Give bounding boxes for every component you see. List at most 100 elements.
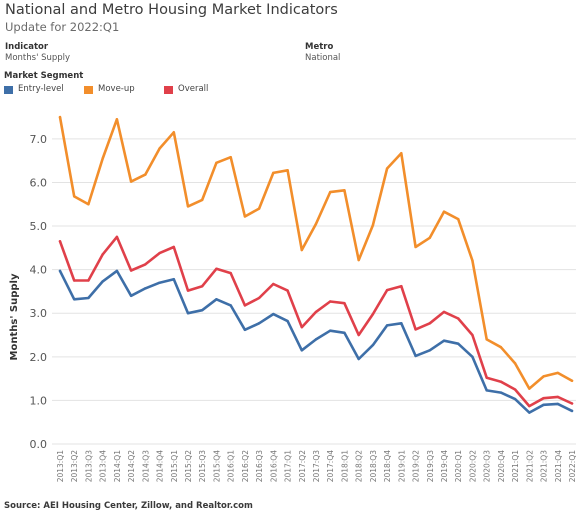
data-point[interactable] [201,198,204,202]
data-point[interactable] [371,343,375,347]
data-point[interactable] [513,388,517,391]
data-point[interactable] [499,391,503,394]
data-point[interactable] [371,312,375,316]
data-point[interactable] [87,296,90,300]
data-point[interactable] [428,349,431,352]
data-point[interactable] [229,304,232,307]
data-point[interactable] [528,411,531,414]
data-point[interactable] [158,251,161,255]
data-point[interactable] [186,312,190,315]
data-point[interactable] [570,409,574,413]
data-point[interactable] [343,331,346,335]
data-point[interactable] [172,278,175,281]
data-point[interactable] [513,362,517,365]
data-point[interactable] [385,288,389,292]
data-point[interactable] [400,285,403,288]
data-point[interactable] [414,354,417,358]
data-point[interactable] [257,322,261,325]
data-point[interactable] [300,349,303,352]
data-point[interactable] [229,271,232,275]
data-point[interactable] [158,147,161,150]
data-point[interactable] [158,281,161,284]
data-point[interactable] [243,304,247,307]
data-point[interactable] [428,236,431,240]
data-point[interactable] [115,235,119,239]
data-point[interactable] [144,263,147,266]
data-point[interactable] [485,389,488,392]
data-point[interactable] [556,371,559,375]
data-point[interactable] [457,317,460,320]
data-point[interactable] [257,207,261,210]
data-point[interactable] [101,157,104,160]
data-point[interactable] [542,397,545,400]
data-point[interactable] [471,333,474,337]
series-line-overall[interactable] [58,235,574,408]
data-point[interactable] [357,357,360,361]
data-point[interactable] [442,210,446,213]
data-point[interactable] [115,269,119,273]
data-point[interactable] [471,259,474,262]
indicator-filter-value[interactable]: Months' Supply [5,53,71,63]
data-point[interactable] [442,339,446,342]
data-point[interactable] [570,379,574,382]
data-point[interactable] [229,155,232,159]
data-point[interactable] [272,312,275,316]
data-point[interactable] [556,402,559,406]
data-point[interactable] [542,403,545,406]
data-point[interactable] [87,279,90,282]
metro-filter-value[interactable]: National [305,53,341,63]
data-point[interactable] [329,300,332,303]
data-point[interactable] [201,285,204,288]
data-point[interactable] [58,240,62,243]
series-line-entry-level[interactable] [58,269,574,414]
data-point[interactable] [286,169,289,172]
data-point[interactable] [286,289,289,292]
data-point[interactable] [144,287,147,290]
data-point[interactable] [300,248,303,252]
data-point[interactable] [329,190,332,194]
data-point[interactable] [528,404,531,408]
data-point[interactable] [129,180,133,183]
data-point[interactable] [314,222,318,226]
data-point[interactable] [58,269,62,273]
data-point[interactable] [385,324,389,327]
data-point[interactable] [129,294,133,297]
data-point[interactable] [272,171,275,175]
data-point[interactable] [201,308,204,312]
data-point[interactable] [357,333,360,337]
data-point[interactable] [414,328,417,331]
data-point[interactable] [286,319,289,323]
data-point[interactable] [73,298,76,301]
data-point[interactable] [371,223,375,227]
data-point[interactable] [243,328,247,331]
data-point[interactable] [556,395,559,399]
data-point[interactable] [172,245,175,249]
data-point[interactable] [257,296,261,300]
data-point[interactable] [115,118,119,121]
data-point[interactable] [186,289,190,292]
data-point[interactable] [485,338,488,341]
data-point[interactable] [428,322,431,325]
data-point[interactable] [385,167,389,170]
data-point[interactable] [329,329,332,332]
data-point[interactable] [471,355,474,359]
data-point[interactable] [343,189,346,192]
data-point[interactable] [243,215,247,218]
data-point[interactable] [570,402,574,405]
data-point[interactable] [186,205,190,208]
data-point[interactable] [414,245,417,249]
data-point[interactable] [73,195,76,198]
data-point[interactable] [101,253,104,256]
data-point[interactable] [457,342,460,345]
data-point[interactable] [73,279,76,282]
data-point[interactable] [58,115,62,119]
data-point[interactable] [215,298,218,301]
data-point[interactable] [215,267,218,270]
data-point[interactable] [300,325,303,329]
data-point[interactable] [442,310,446,314]
data-point[interactable] [499,380,503,383]
data-point[interactable] [343,302,346,305]
data-point[interactable] [314,310,318,314]
data-point[interactable] [172,131,175,134]
data-point[interactable] [400,322,403,325]
